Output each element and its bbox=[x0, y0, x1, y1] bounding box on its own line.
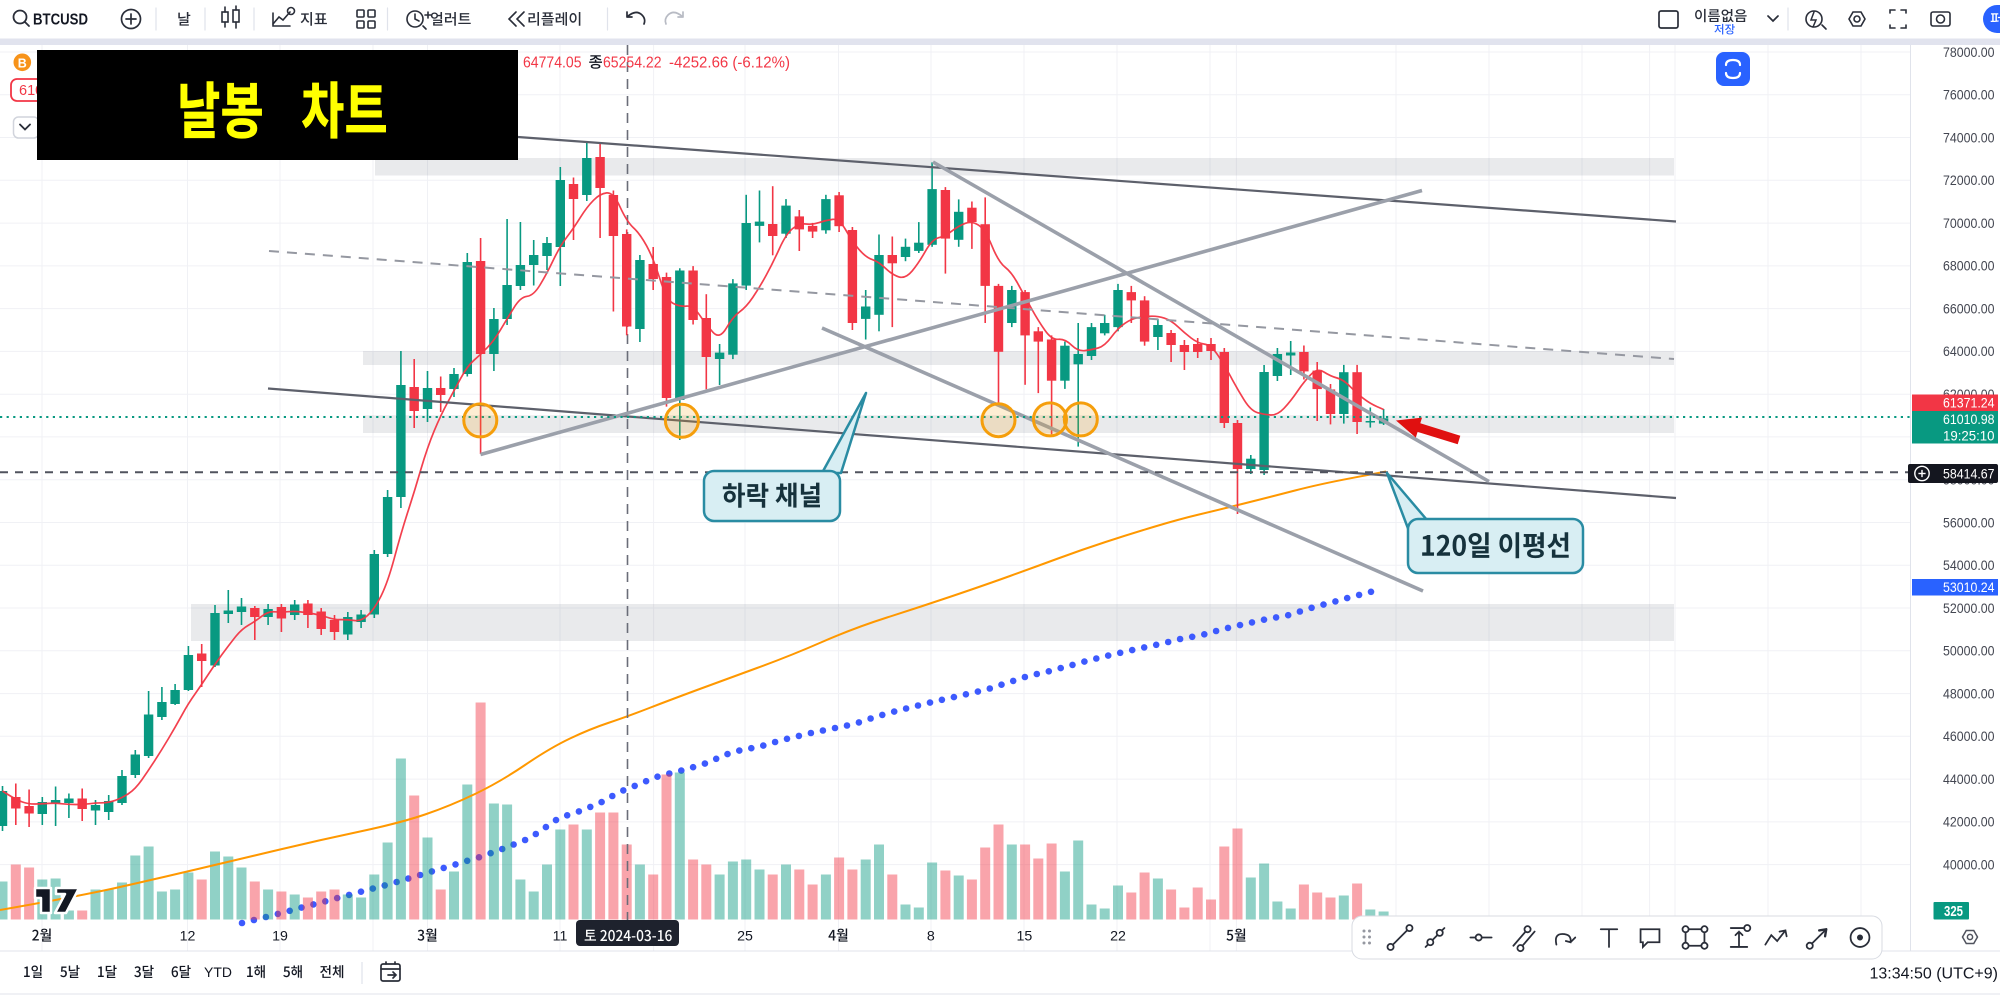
svg-text:78000.00: 78000.00 bbox=[1943, 45, 1995, 60]
svg-text:72000.00: 72000.00 bbox=[1943, 173, 1995, 188]
svg-text:50000.00: 50000.00 bbox=[1943, 644, 1995, 659]
svg-text:66000.00: 66000.00 bbox=[1943, 301, 1995, 316]
svg-text:19:25:10: 19:25:10 bbox=[1943, 428, 1995, 443]
svg-text:58414.67: 58414.67 bbox=[1943, 466, 1995, 481]
svg-text:12: 12 bbox=[180, 929, 196, 945]
svg-text:64000.00: 64000.00 bbox=[1943, 344, 1995, 359]
svg-text:25: 25 bbox=[737, 929, 753, 945]
svg-text:70000.00: 70000.00 bbox=[1943, 216, 1995, 231]
svg-text:42000.00: 42000.00 bbox=[1943, 815, 1995, 830]
svg-text:53010.24: 53010.24 bbox=[1943, 580, 1995, 595]
svg-text:52000.00: 52000.00 bbox=[1943, 601, 1995, 616]
svg-text:BTCUSD: BTCUSD bbox=[33, 12, 88, 29]
svg-text:56000.00: 56000.00 bbox=[1943, 515, 1995, 530]
svg-text:15: 15 bbox=[1017, 929, 1033, 945]
svg-text:46000.00: 46000.00 bbox=[1943, 729, 1995, 744]
svg-text:44000.00: 44000.00 bbox=[1943, 772, 1995, 787]
svg-text:B: B bbox=[18, 57, 27, 71]
svg-text:-4252.66 (-6.12%): -4252.66 (-6.12%) bbox=[669, 55, 790, 72]
svg-text:40000.00: 40000.00 bbox=[1943, 857, 1995, 872]
svg-text:74000.00: 74000.00 bbox=[1943, 130, 1995, 145]
svg-text:48000.00: 48000.00 bbox=[1943, 686, 1995, 701]
svg-text:65254.22: 65254.22 bbox=[603, 55, 662, 72]
svg-text:76000.00: 76000.00 bbox=[1943, 88, 1995, 103]
svg-text:22: 22 bbox=[1110, 929, 1126, 945]
svg-text:325: 325 bbox=[1944, 904, 1963, 920]
svg-text:64774.05: 64774.05 bbox=[523, 55, 582, 72]
svg-text:YTD: YTD bbox=[204, 964, 232, 980]
svg-text:68000.00: 68000.00 bbox=[1943, 259, 1995, 274]
svg-text:61371.24: 61371.24 bbox=[1943, 396, 1995, 411]
svg-text:61010.98: 61010.98 bbox=[1943, 412, 1995, 427]
svg-text:11: 11 bbox=[553, 929, 568, 945]
svg-text:19: 19 bbox=[272, 929, 288, 945]
svg-text:54000.00: 54000.00 bbox=[1943, 558, 1995, 573]
svg-text:8: 8 bbox=[927, 929, 935, 945]
svg-text:13:34:50 (UTC+9): 13:34:50 (UTC+9) bbox=[1869, 966, 1998, 983]
